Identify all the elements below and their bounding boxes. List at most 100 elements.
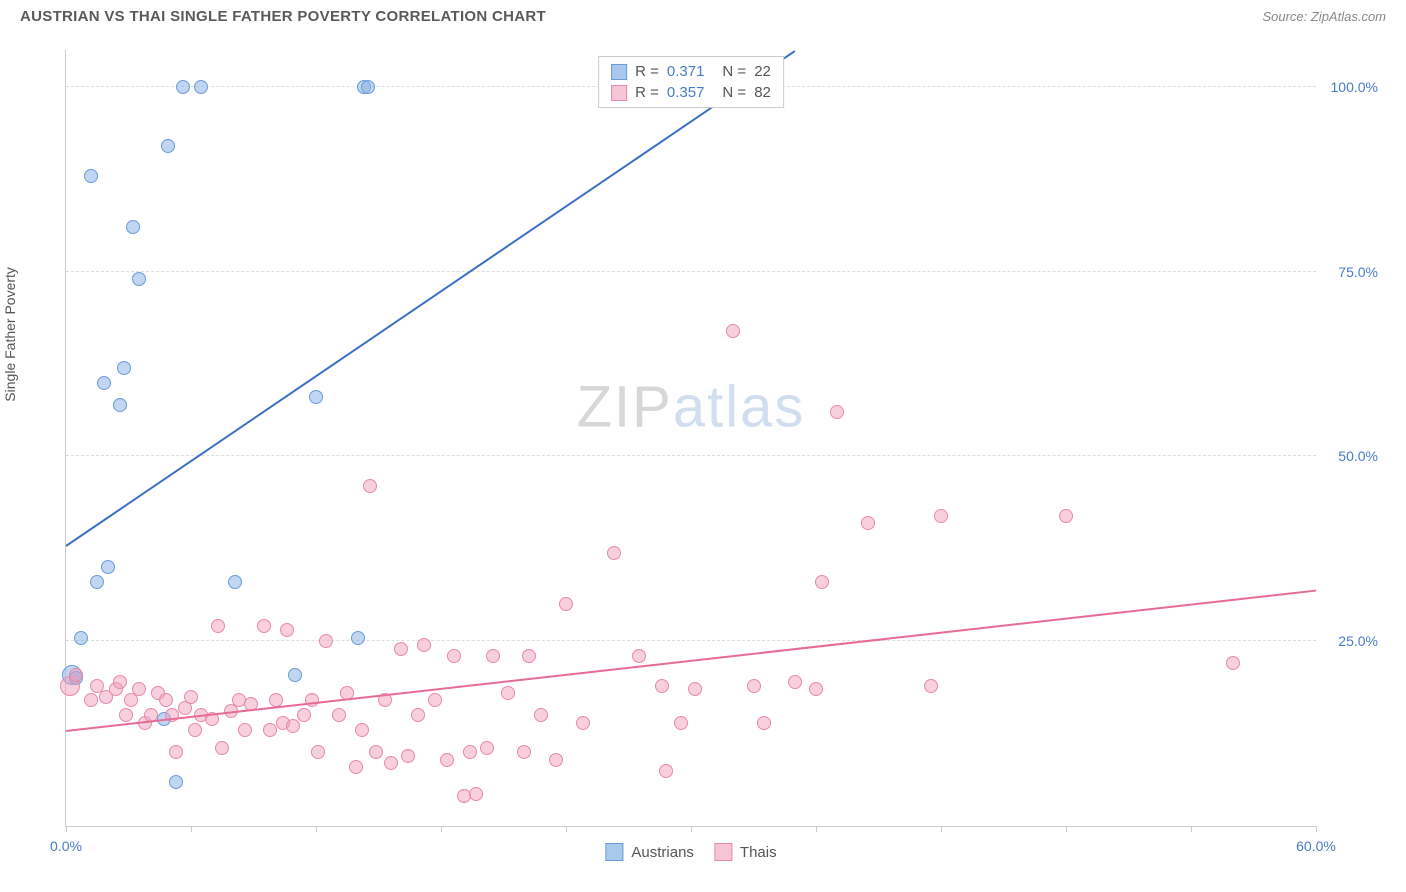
scatter-point [486,649,500,663]
scatter-point [113,398,127,412]
scatter-point [169,775,183,789]
x-tick [441,826,442,832]
chart-title: AUSTRIAN VS THAI SINGLE FATHER POVERTY C… [20,8,546,25]
scatter-point [559,597,573,611]
legend-r-value: 0.371 [667,63,705,80]
series-legend: Austrians Thais [605,843,776,861]
x-tick [1066,826,1067,832]
x-tick-label: 60.0% [1296,838,1336,854]
scatter-point [69,668,83,682]
legend-n-label: N = [722,84,746,101]
x-tick [1316,826,1317,832]
scatter-point [726,324,740,338]
y-tick-label: 50.0% [1323,448,1378,464]
scatter-point [126,220,140,234]
scatter-point [351,631,365,645]
scatter-point [305,693,319,707]
trend-line [65,50,795,547]
scatter-point [384,756,398,770]
legend-r-value: 0.357 [667,84,705,101]
scatter-point [263,723,277,737]
x-tick [316,826,317,832]
scatter-point [309,390,323,404]
scatter-point [119,708,133,722]
legend-swatch [605,843,623,861]
legend-swatch [611,85,627,101]
x-tick [191,826,192,832]
scatter-point [355,723,369,737]
x-tick [66,826,67,832]
scatter-point [288,668,302,682]
scatter-point [161,139,175,153]
scatter-point [469,787,483,801]
correlation-legend: R =0.371N =22R =0.357N =82 [598,56,784,108]
scatter-point [809,682,823,696]
legend-bottom-label: Thais [740,844,777,861]
scatter-point [132,682,146,696]
scatter-point [576,716,590,730]
source-label: Source: ZipAtlas.com [1262,9,1386,24]
scatter-point [674,716,688,730]
scatter-point [1226,656,1240,670]
scatter-point [747,679,761,693]
scatter-point [257,619,271,633]
legend-swatch [714,843,732,861]
scatter-point [74,631,88,645]
x-tick [941,826,942,832]
watermark: ZIPatlas [577,373,806,440]
legend-n-value: 82 [754,84,771,101]
scatter-point [132,272,146,286]
x-tick-label: 0.0% [50,838,82,854]
scatter-point [501,686,515,700]
scatter-point [228,575,242,589]
scatter-point [411,708,425,722]
scatter-point [238,723,252,737]
scatter-point [830,405,844,419]
scatter-point [319,634,333,648]
legend-bottom-item: Austrians [605,843,694,861]
scatter-point [369,745,383,759]
plot-area: ZIPatlas R =0.371N =22R =0.357N =82 Aust… [65,50,1316,827]
scatter-point [211,619,225,633]
scatter-point [861,516,875,530]
scatter-point [655,679,669,693]
y-axis-label: Single Father Poverty [2,267,18,402]
scatter-point [113,675,127,689]
scatter-point [84,169,98,183]
scatter-point [757,716,771,730]
y-tick-label: 25.0% [1323,633,1378,649]
scatter-point [440,753,454,767]
scatter-point [117,361,131,375]
scatter-point [280,623,294,637]
scatter-point [517,745,531,759]
watermark-bold: ZIP [577,374,673,439]
x-tick [691,826,692,832]
legend-bottom-label: Austrians [631,844,694,861]
legend-r-label: R = [635,84,659,101]
legend-row: R =0.371N =22 [611,61,771,82]
scatter-point [447,649,461,663]
scatter-point [607,546,621,560]
scatter-point [84,693,98,707]
scatter-point [159,693,173,707]
scatter-point [480,741,494,755]
scatter-point [194,80,208,94]
legend-r-label: R = [635,63,659,80]
scatter-point [659,764,673,778]
scatter-point [549,753,563,767]
scatter-point [394,642,408,656]
scatter-point [428,693,442,707]
scatter-point [522,649,536,663]
scatter-point [688,682,702,696]
legend-swatch [611,64,627,80]
x-tick [816,826,817,832]
legend-bottom-item: Thais [714,843,777,861]
scatter-point [815,575,829,589]
x-tick [1191,826,1192,832]
scatter-point [1059,509,1073,523]
scatter-point [286,719,300,733]
trend-line [66,590,1316,732]
gridline [66,455,1316,456]
chart-container: Single Father Poverty ZIPatlas R =0.371N… [20,40,1386,882]
scatter-point [90,575,104,589]
